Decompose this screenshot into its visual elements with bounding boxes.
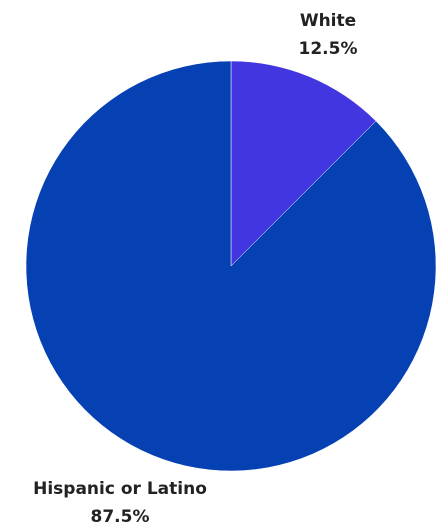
pie-slices — [25, 60, 437, 472]
slice-label-value: 12.5% — [299, 39, 358, 59]
slice-label-name: Hispanic or Latino — [33, 479, 207, 499]
pie-slice-hispanic-or-latino[interactable] — [25, 60, 437, 472]
pie-slice-white[interactable] — [230, 60, 377, 267]
slice-label-name: White — [300, 11, 356, 31]
slice-label-value: 87.5% — [91, 507, 150, 527]
pie-labels: White 12.5% Hispanic or Latino 87.5% — [33, 11, 357, 527]
